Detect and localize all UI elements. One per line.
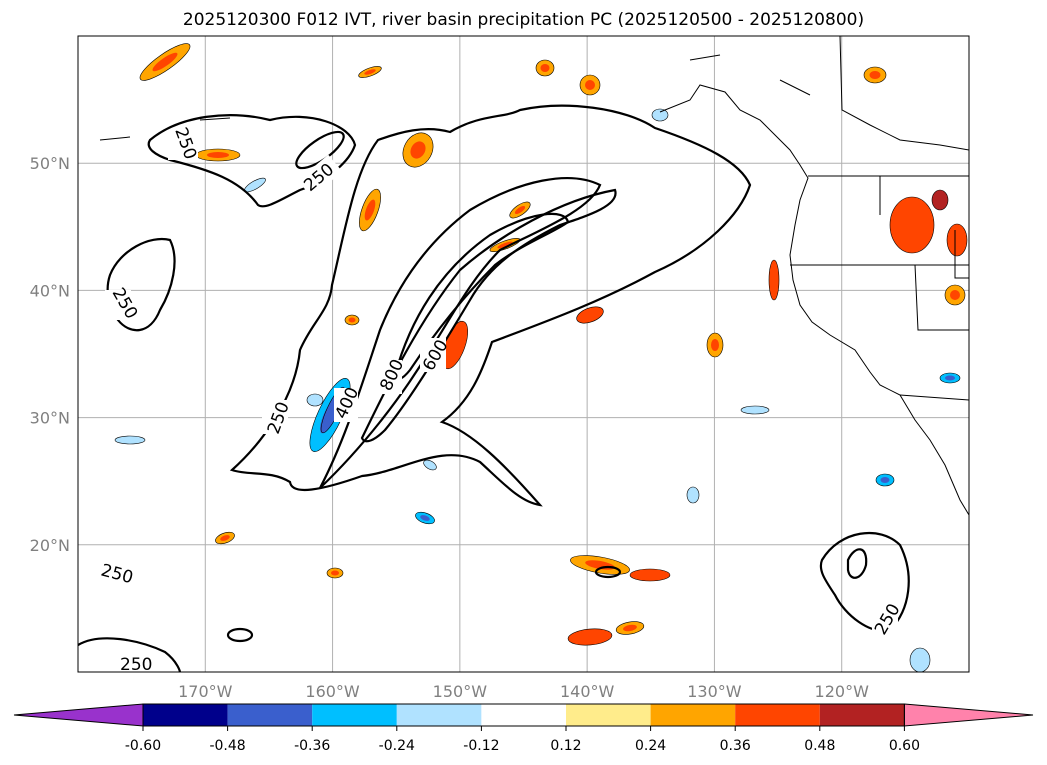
lon-tick-label: 140°W	[560, 682, 615, 701]
contour-600	[360, 188, 617, 443]
precip-patch-core	[420, 515, 430, 521]
precip-patch	[740, 405, 770, 415]
colorbar-segment	[227, 704, 313, 726]
colorbar-tick-label: 0.24	[635, 738, 666, 754]
precip-patch-core	[410, 141, 426, 159]
chart-title: 2025120300 F012 IVT, river basin precipi…	[182, 10, 865, 30]
colorbar-tick-label: -0.36	[294, 738, 330, 754]
precip-patch-core	[364, 69, 376, 75]
precip-patch	[306, 393, 324, 407]
precip-shading	[114, 43, 968, 672]
lat-tick-label: 30°N	[30, 409, 70, 428]
lon-tick-label: 150°W	[433, 682, 488, 701]
precip-patch	[889, 196, 935, 254]
colorbar-segment	[650, 704, 736, 726]
colorbar-tick-label: -0.60	[125, 738, 161, 754]
colorbar-tick-label: -0.48	[209, 738, 245, 754]
colorbar-segment	[819, 704, 905, 726]
gridlines	[78, 36, 969, 672]
colorbar-tick-label: 0.36	[720, 738, 751, 754]
precip-patch-core	[950, 290, 960, 300]
precip-patch-core	[945, 375, 955, 381]
colorbar-tick-label: 0.60	[889, 738, 920, 754]
precip-patch-core	[348, 317, 356, 323]
precip-patch	[768, 259, 780, 301]
precip-patch	[629, 568, 671, 582]
precip-patch	[931, 189, 949, 211]
precip-patch	[576, 306, 604, 324]
ivt-contours	[78, 104, 910, 672]
map-area: 250 250 250 250 250 250 400 600 800 250	[78, 36, 969, 675]
contour-800	[393, 212, 570, 381]
precip-patch-core	[623, 624, 637, 632]
colorbar-tick-label: -0.12	[463, 738, 499, 754]
colorbar-extend-min	[13, 703, 144, 727]
lon-tick-label: 160°W	[305, 682, 360, 701]
precip-patch-core	[880, 477, 890, 483]
precip-patch	[651, 108, 669, 122]
axis-ticks: 170°W 160°W 150°W 140°W 130°W 120°W 50°N 40°N 30…	[30, 154, 869, 701]
colorbar-tick-label: 0.48	[804, 738, 835, 754]
coastline	[99, 36, 969, 516]
lon-tick-label: 120°W	[815, 682, 870, 701]
precip-patch-core	[331, 570, 339, 576]
colorbar-extend-max	[903, 703, 1034, 727]
precip-patch-core	[585, 80, 595, 90]
lon-tick-label: 130°W	[687, 682, 742, 701]
precip-patch-core	[514, 205, 526, 215]
map-frame	[77, 35, 970, 673]
precip-patch	[909, 647, 931, 672]
precip-patch-core	[207, 152, 229, 158]
contour-250-main	[229, 104, 752, 507]
precip-patch	[114, 435, 146, 445]
precip-patch	[686, 486, 700, 504]
contour-label: 250	[120, 655, 152, 675]
colorbar-segment	[735, 704, 820, 726]
precip-patch	[946, 223, 968, 257]
lat-tick-label: 20°N	[30, 536, 70, 555]
colorbar-segment	[481, 704, 566, 726]
colorbar-tick-label: 0.12	[550, 738, 581, 754]
colorbar-frame	[142, 703, 905, 727]
lat-tick-label: 40°N	[30, 281, 70, 300]
precip-patch-core	[152, 52, 178, 72]
colorbar-segment	[566, 704, 651, 726]
precip-patch-core	[869, 71, 881, 79]
precip-patch-core	[711, 339, 719, 351]
precip-patch	[423, 459, 437, 471]
lon-tick-label: 170°W	[178, 682, 233, 701]
precip-patch	[567, 628, 613, 646]
precip-patch-core	[497, 241, 513, 249]
colorbar-tick-label: -0.24	[379, 738, 415, 754]
colorbar-segment	[396, 704, 482, 726]
precip-patch-core	[364, 199, 376, 221]
lat-tick-label: 50°N	[30, 154, 70, 173]
precip-patch-core	[540, 64, 550, 72]
precip-patch-core	[220, 535, 230, 541]
colorbar-segment	[312, 704, 397, 726]
colorbar-segment	[143, 704, 228, 726]
colorbar: -0.60 -0.48 -0.36 -0.24 -0.12 0.12 0.24 0.36 0.4…	[13, 703, 1034, 754]
contour-labels: 250 250 250 250 250 250 400 600 800 250	[98, 125, 905, 675]
